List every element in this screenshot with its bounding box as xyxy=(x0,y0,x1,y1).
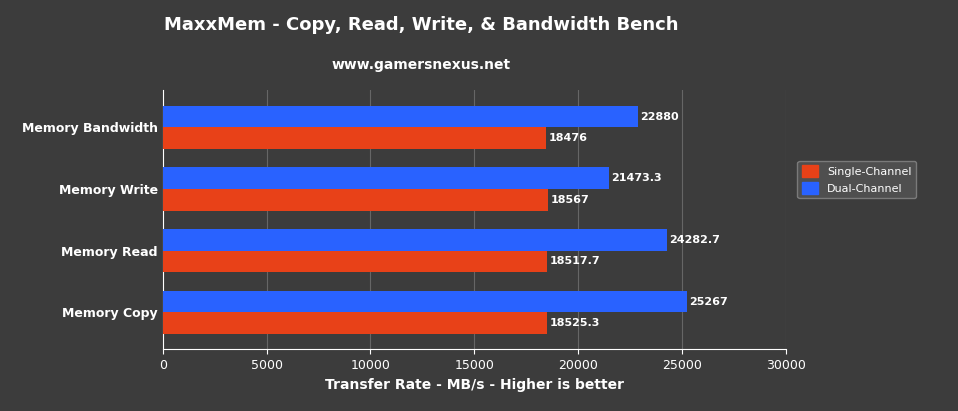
Bar xyxy=(163,229,667,251)
Text: 18517.7: 18517.7 xyxy=(549,256,600,266)
Text: 21473.3: 21473.3 xyxy=(610,173,661,183)
Text: 18476: 18476 xyxy=(548,133,587,143)
Text: 18525.3: 18525.3 xyxy=(550,318,600,328)
X-axis label: Transfer Rate - MB/s - Higher is better: Transfer Rate - MB/s - Higher is better xyxy=(325,378,624,392)
Bar xyxy=(163,106,638,127)
Bar xyxy=(163,312,547,334)
Bar xyxy=(163,127,546,149)
Text: 25267: 25267 xyxy=(690,297,728,307)
Bar xyxy=(163,291,687,312)
Legend: Single-Channel, Dual-Channel: Single-Channel, Dual-Channel xyxy=(797,161,916,198)
Text: www.gamersnexus.net: www.gamersnexus.net xyxy=(332,58,511,72)
Text: 24282.7: 24282.7 xyxy=(669,235,719,245)
Bar xyxy=(163,189,548,211)
Text: MaxxMem - Copy, Read, Write, & Bandwidth Bench: MaxxMem - Copy, Read, Write, & Bandwidth… xyxy=(164,16,679,35)
Text: 22880: 22880 xyxy=(640,112,678,122)
Bar xyxy=(163,168,608,189)
Text: 18567: 18567 xyxy=(550,195,589,205)
Bar xyxy=(163,251,547,272)
